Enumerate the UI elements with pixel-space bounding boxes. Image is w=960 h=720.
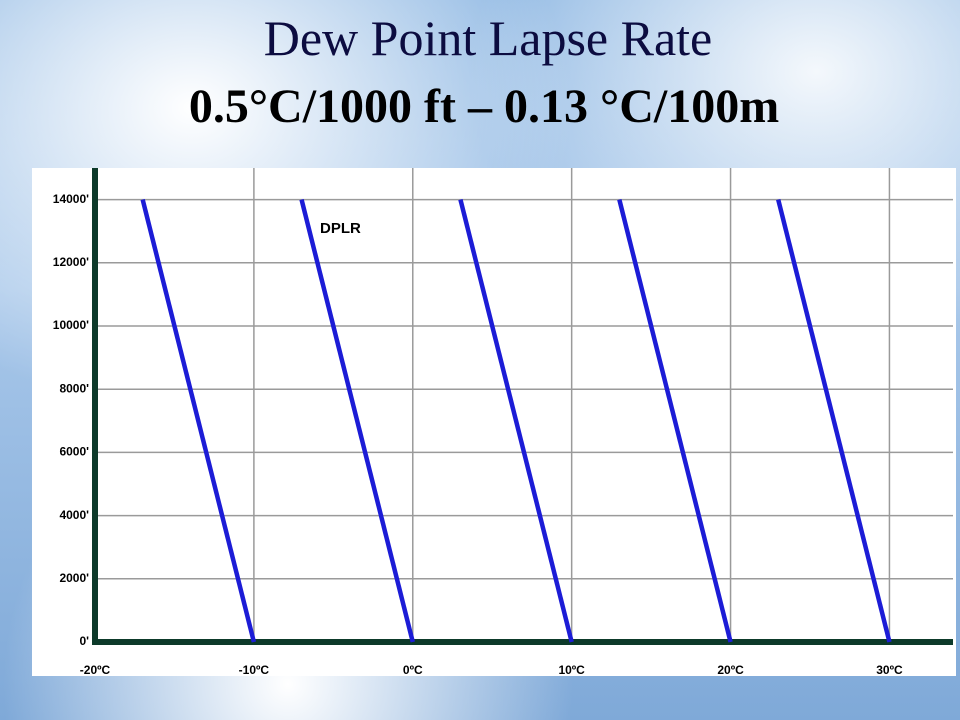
y-tick-label: 12000' — [53, 255, 89, 269]
dplr-line — [299, 199, 415, 643]
chart-subtitle: 0.5°C/1000 ft – 0.13 °C/100m — [189, 80, 779, 133]
y-tick-label: 4000' — [59, 508, 89, 522]
y-tick-label: 10000' — [53, 318, 89, 332]
y-tick-label: 0' — [79, 634, 89, 648]
x-tick-label: -10ºC — [239, 663, 270, 677]
y-tick-label: 2000' — [59, 571, 89, 585]
dplr-line — [617, 199, 733, 643]
x-tick-label: 30ºC — [876, 663, 903, 677]
annotation: DPLR — [320, 220, 361, 237]
y-tick-label: 6000' — [59, 445, 89, 459]
y-tick-label: 8000' — [59, 381, 89, 395]
x-tick-label: 10ºC — [558, 663, 585, 677]
dplr-line — [776, 199, 892, 643]
x-tick-label: 20ºC — [717, 663, 744, 677]
plot-background — [32, 168, 956, 676]
dplr-line — [140, 199, 257, 643]
x-tick-label: 0ºC — [403, 663, 423, 677]
x-tick-label: -20ºC — [80, 663, 111, 677]
y-tick-label: 14000' — [53, 192, 89, 206]
chart-title: Dew Point Lapse Rate — [264, 10, 713, 66]
dplr-line — [458, 199, 574, 643]
